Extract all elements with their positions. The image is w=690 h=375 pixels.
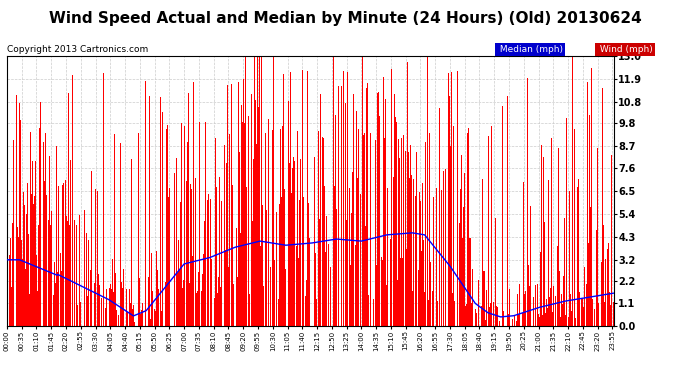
Text: Wind (mph): Wind (mph) — [597, 45, 653, 54]
Text: Median (mph): Median (mph) — [497, 45, 563, 54]
Text: Copyright 2013 Cartronics.com: Copyright 2013 Cartronics.com — [7, 45, 148, 54]
Text: Wind Speed Actual and Median by Minute (24 Hours) (Old) 20130624: Wind Speed Actual and Median by Minute (… — [48, 11, 642, 26]
